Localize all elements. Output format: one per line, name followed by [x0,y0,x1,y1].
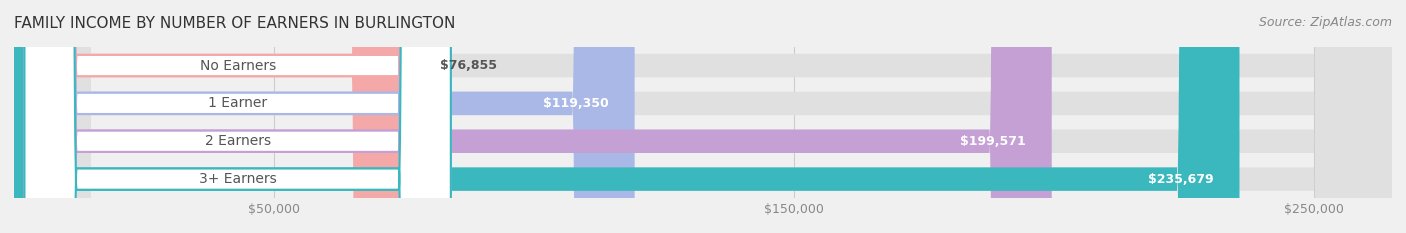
FancyBboxPatch shape [14,0,1240,233]
Text: 3+ Earners: 3+ Earners [198,172,277,186]
Text: $76,855: $76,855 [440,59,496,72]
Text: $119,350: $119,350 [543,97,609,110]
FancyBboxPatch shape [14,0,1392,233]
FancyBboxPatch shape [14,0,1392,233]
Text: $235,679: $235,679 [1147,173,1213,186]
Text: No Earners: No Earners [200,58,276,72]
Text: FAMILY INCOME BY NUMBER OF EARNERS IN BURLINGTON: FAMILY INCOME BY NUMBER OF EARNERS IN BU… [14,16,456,31]
FancyBboxPatch shape [14,0,1392,233]
Text: 1 Earner: 1 Earner [208,96,267,110]
FancyBboxPatch shape [14,0,1392,233]
FancyBboxPatch shape [24,0,451,233]
Text: $199,571: $199,571 [960,135,1026,148]
Text: Source: ZipAtlas.com: Source: ZipAtlas.com [1258,16,1392,29]
FancyBboxPatch shape [14,0,634,233]
FancyBboxPatch shape [14,0,413,233]
FancyBboxPatch shape [24,0,451,233]
FancyBboxPatch shape [14,0,1052,233]
Text: 2 Earners: 2 Earners [205,134,271,148]
FancyBboxPatch shape [24,0,451,233]
FancyBboxPatch shape [24,0,451,233]
